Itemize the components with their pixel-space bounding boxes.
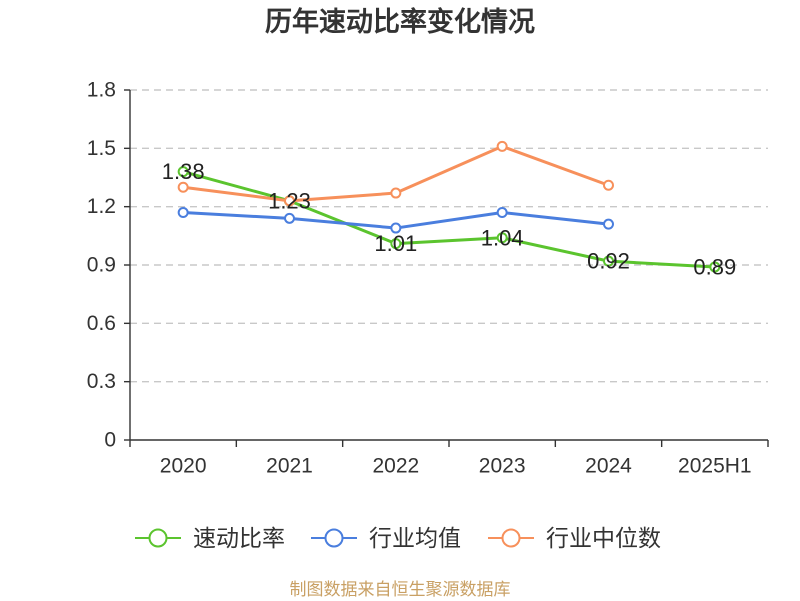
- axes: 0 0.3 0.6 0.9 1.2 1.5 1.8 2020 2021 2022 2023 2024 2…: [87, 79, 769, 478]
- x-tick-label: 2023: [479, 455, 526, 478]
- data-point: [284, 212, 295, 224]
- y-tick-label: 0.6: [87, 312, 116, 335]
- x-tick-label: 2024: [585, 455, 632, 478]
- legend-label: 行业中位数: [546, 525, 661, 551]
- legend-item-series-1[interactable]: 速动比率: [135, 524, 285, 552]
- y-tick-label: 1.8: [87, 79, 116, 102]
- data-point: [603, 218, 614, 230]
- data-labels: 1.38 1.23 1.01 1.04 0.92 0.89: [162, 159, 736, 279]
- chart-title: 历年速动比率变化情况: [265, 7, 535, 37]
- x-tick-label: 2025H1: [678, 455, 752, 478]
- data-point: [709, 261, 721, 273]
- data-point: [284, 195, 295, 207]
- y-tick-label: 0.9: [87, 254, 116, 277]
- data-point: [177, 207, 189, 218]
- data-label: 1.04: [481, 225, 524, 250]
- data-point: [496, 140, 508, 152]
- data-label: 1.01: [374, 231, 417, 256]
- legend-label: 速动比率: [193, 525, 285, 551]
- legend-item-series-2[interactable]: 行业均值: [311, 524, 461, 552]
- legend-label: 行业均值: [369, 525, 461, 551]
- gridlines: [130, 89, 768, 383]
- series-1: [177, 207, 614, 234]
- x-tick-label: 2020: [160, 455, 207, 478]
- series-2: [177, 140, 614, 207]
- legend-line-circle-icon: [311, 528, 357, 548]
- legend-line-circle-icon: [135, 528, 181, 548]
- data-source-note: 制图数据来自恒生聚源数据库: [289, 580, 511, 599]
- legend-item-series-3[interactable]: 行业中位数: [488, 524, 661, 552]
- data-point: [603, 179, 614, 191]
- y-tick-label: 1.5: [87, 137, 116, 160]
- y-tick-label: 1.2: [87, 195, 116, 218]
- data-point: [177, 181, 189, 193]
- x-tick-label: 2022: [372, 455, 419, 478]
- data-point: [390, 238, 402, 250]
- data-label: 1.38: [162, 159, 205, 184]
- data-point: [390, 187, 402, 199]
- y-tick-label: 0: [104, 429, 116, 452]
- data-label: 1.23: [268, 188, 311, 213]
- data-label: 0.92: [587, 249, 630, 274]
- data-point: [496, 207, 508, 218]
- series-line: [181, 170, 717, 269]
- data-label: 0.89: [693, 254, 736, 279]
- legend-line-circle-icon: [488, 528, 534, 548]
- data-point: [177, 166, 189, 178]
- data-point: [390, 222, 402, 234]
- data-point: [496, 232, 508, 244]
- x-tick-label: 2021: [266, 455, 313, 478]
- y-tick-label: 0.3: [87, 370, 116, 393]
- data-point: [603, 255, 614, 267]
